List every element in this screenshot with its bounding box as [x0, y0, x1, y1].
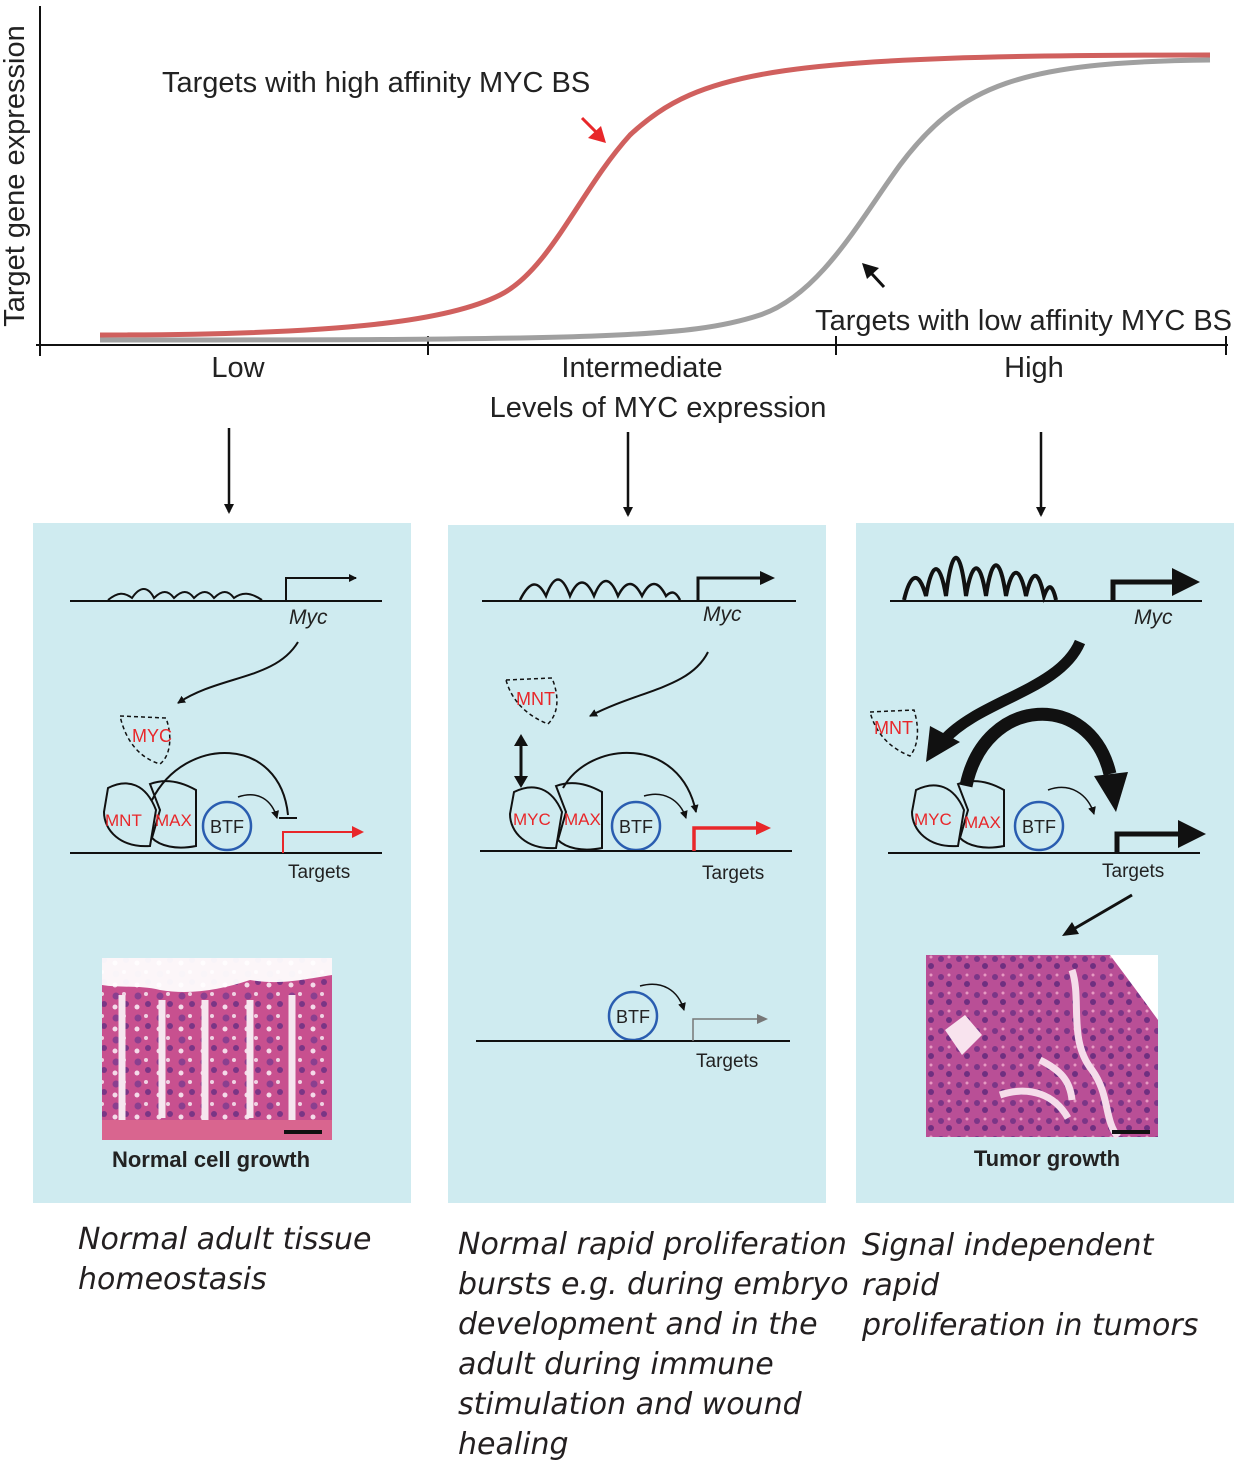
x-axis-label: Levels of MYC expression: [490, 392, 827, 424]
myc-gene-label: Myc: [289, 606, 328, 629]
exchange-arrowhead-up: [514, 734, 528, 746]
histology-label: Normal cell growth: [112, 1147, 310, 1172]
caption-intermediate: Normal rapid proliferation bursts e.g. d…: [458, 1227, 849, 1462]
free-mnt-protein: [869, 709, 919, 757]
targets-label: Targets: [288, 862, 350, 883]
curve-low-label: Targets with low affinity MYC BS: [815, 305, 1232, 337]
btf-arrow-2: [639, 983, 686, 1011]
transcription-bursts: [518, 578, 682, 601]
myc-gene-label: Myc: [703, 603, 742, 626]
x-tick-label-intermediate: Intermediate: [561, 352, 722, 384]
to-tumor-arrowhead: [1062, 922, 1079, 936]
panel-low: Myc MYC MNT MAX BTF Targets Normal cell …: [33, 523, 411, 1203]
curve-high-label: Targets with high affinity MYC BS: [162, 67, 590, 99]
myc-gene-label: Myc: [1134, 606, 1173, 629]
to-tumor-arrow: [1071, 893, 1133, 932]
myc-arrowhead: [760, 571, 775, 585]
expression-arrow: [939, 639, 1086, 744]
black-pointer-arrow: [862, 263, 886, 289]
btf-circle: [1013, 800, 1065, 852]
target-arrowhead: [756, 821, 771, 835]
normal-histology-image: [102, 958, 332, 1140]
basal-arrowhead: [757, 1014, 768, 1024]
dimer-right-label: MAX: [964, 813, 1001, 832]
panel-intermediate: Myc MNT MYC MAX BTF Targets BTF Targets: [448, 525, 826, 1203]
btf-label: BTF: [210, 817, 244, 837]
caption-high: Signal independent rapid proliferation i…: [862, 1228, 1199, 1343]
btf-label-2: BTF: [616, 1007, 650, 1027]
btf-arrow: [237, 794, 279, 819]
y-axis-label: Target gene expression: [0, 25, 31, 326]
curve-high-affinity: [99, 52, 1211, 338]
dimer-right-label: MAX: [155, 811, 192, 830]
targets-label: Targets: [702, 863, 764, 884]
target-arrowhead: [352, 826, 364, 838]
targets-label: Targets: [1102, 861, 1164, 882]
expression-arrowhead: [926, 726, 960, 762]
btf-label: BTF: [619, 817, 653, 837]
basal-promoter-arrow: [692, 1018, 758, 1041]
free-protein-label: MYC: [132, 726, 172, 746]
activation-arrowhead: [1094, 772, 1128, 812]
free-protein-label: MNT: [516, 689, 555, 709]
dimer-right-label: MAX: [564, 810, 601, 829]
dimer-right-shape: [148, 780, 197, 849]
panel-high: Myc MNT MYC MAX BTF Targets Tumor growth: [856, 523, 1234, 1203]
myc-promoter-arrow: [696, 576, 764, 601]
histology-label: Tumor growth: [974, 1146, 1120, 1171]
curve-low-affinity: [99, 57, 1211, 343]
repression-arc: [151, 752, 289, 816]
x-tick-label-high: High: [1004, 352, 1064, 384]
dimer-left-shape: [910, 784, 966, 848]
btf-arrow: [643, 793, 688, 819]
panel-intermediate-bg: [448, 525, 826, 1203]
myc-promoter-arrow: [1110, 579, 1175, 601]
myc-promoter-arrow: [285, 574, 357, 601]
expression-arrow: [177, 641, 299, 704]
btf-label: BTF: [1022, 817, 1056, 837]
caption-low: Normal adult tissue homeostasis: [78, 1222, 372, 1297]
activation-arc: [959, 707, 1117, 788]
target-promoter-arrow: [692, 826, 758, 851]
targets-label-2: Targets: [696, 1051, 758, 1072]
free-myc-protein: [119, 715, 171, 765]
dimer-left-label: MYC: [513, 810, 551, 829]
target-arrowhead: [1178, 820, 1206, 848]
dimer-right-shape: [554, 782, 603, 851]
btf-circle: [201, 800, 253, 852]
tumor-histology-image: [926, 955, 1158, 1140]
red-pointer-arrow: [580, 116, 606, 143]
btf-arrow: [1047, 786, 1096, 815]
transcription-bursts: [902, 556, 1058, 604]
transcription-bursts: [107, 588, 263, 601]
activation-arc: [562, 751, 699, 813]
x-tick-label-low: Low: [211, 352, 265, 384]
dimer-right-shape: [956, 780, 1005, 849]
target-promoter-arrow: [1114, 831, 1180, 853]
dimer-left-shape: [508, 786, 564, 850]
free-mnt-protein: [505, 677, 558, 725]
dimer-left-shape: [102, 782, 158, 848]
expression-graph: Target gene expression Targets with high…: [0, 6, 1232, 424]
free-protein-label: MNT: [874, 718, 913, 738]
expression-arrow: [589, 651, 709, 717]
dimer-left-label: MNT: [105, 811, 142, 830]
dimer-left-label: MYC: [914, 810, 952, 829]
myc-arrowhead: [1172, 568, 1200, 596]
exchange-arrowhead-down: [514, 776, 528, 788]
target-promoter-arrow: [282, 831, 355, 853]
